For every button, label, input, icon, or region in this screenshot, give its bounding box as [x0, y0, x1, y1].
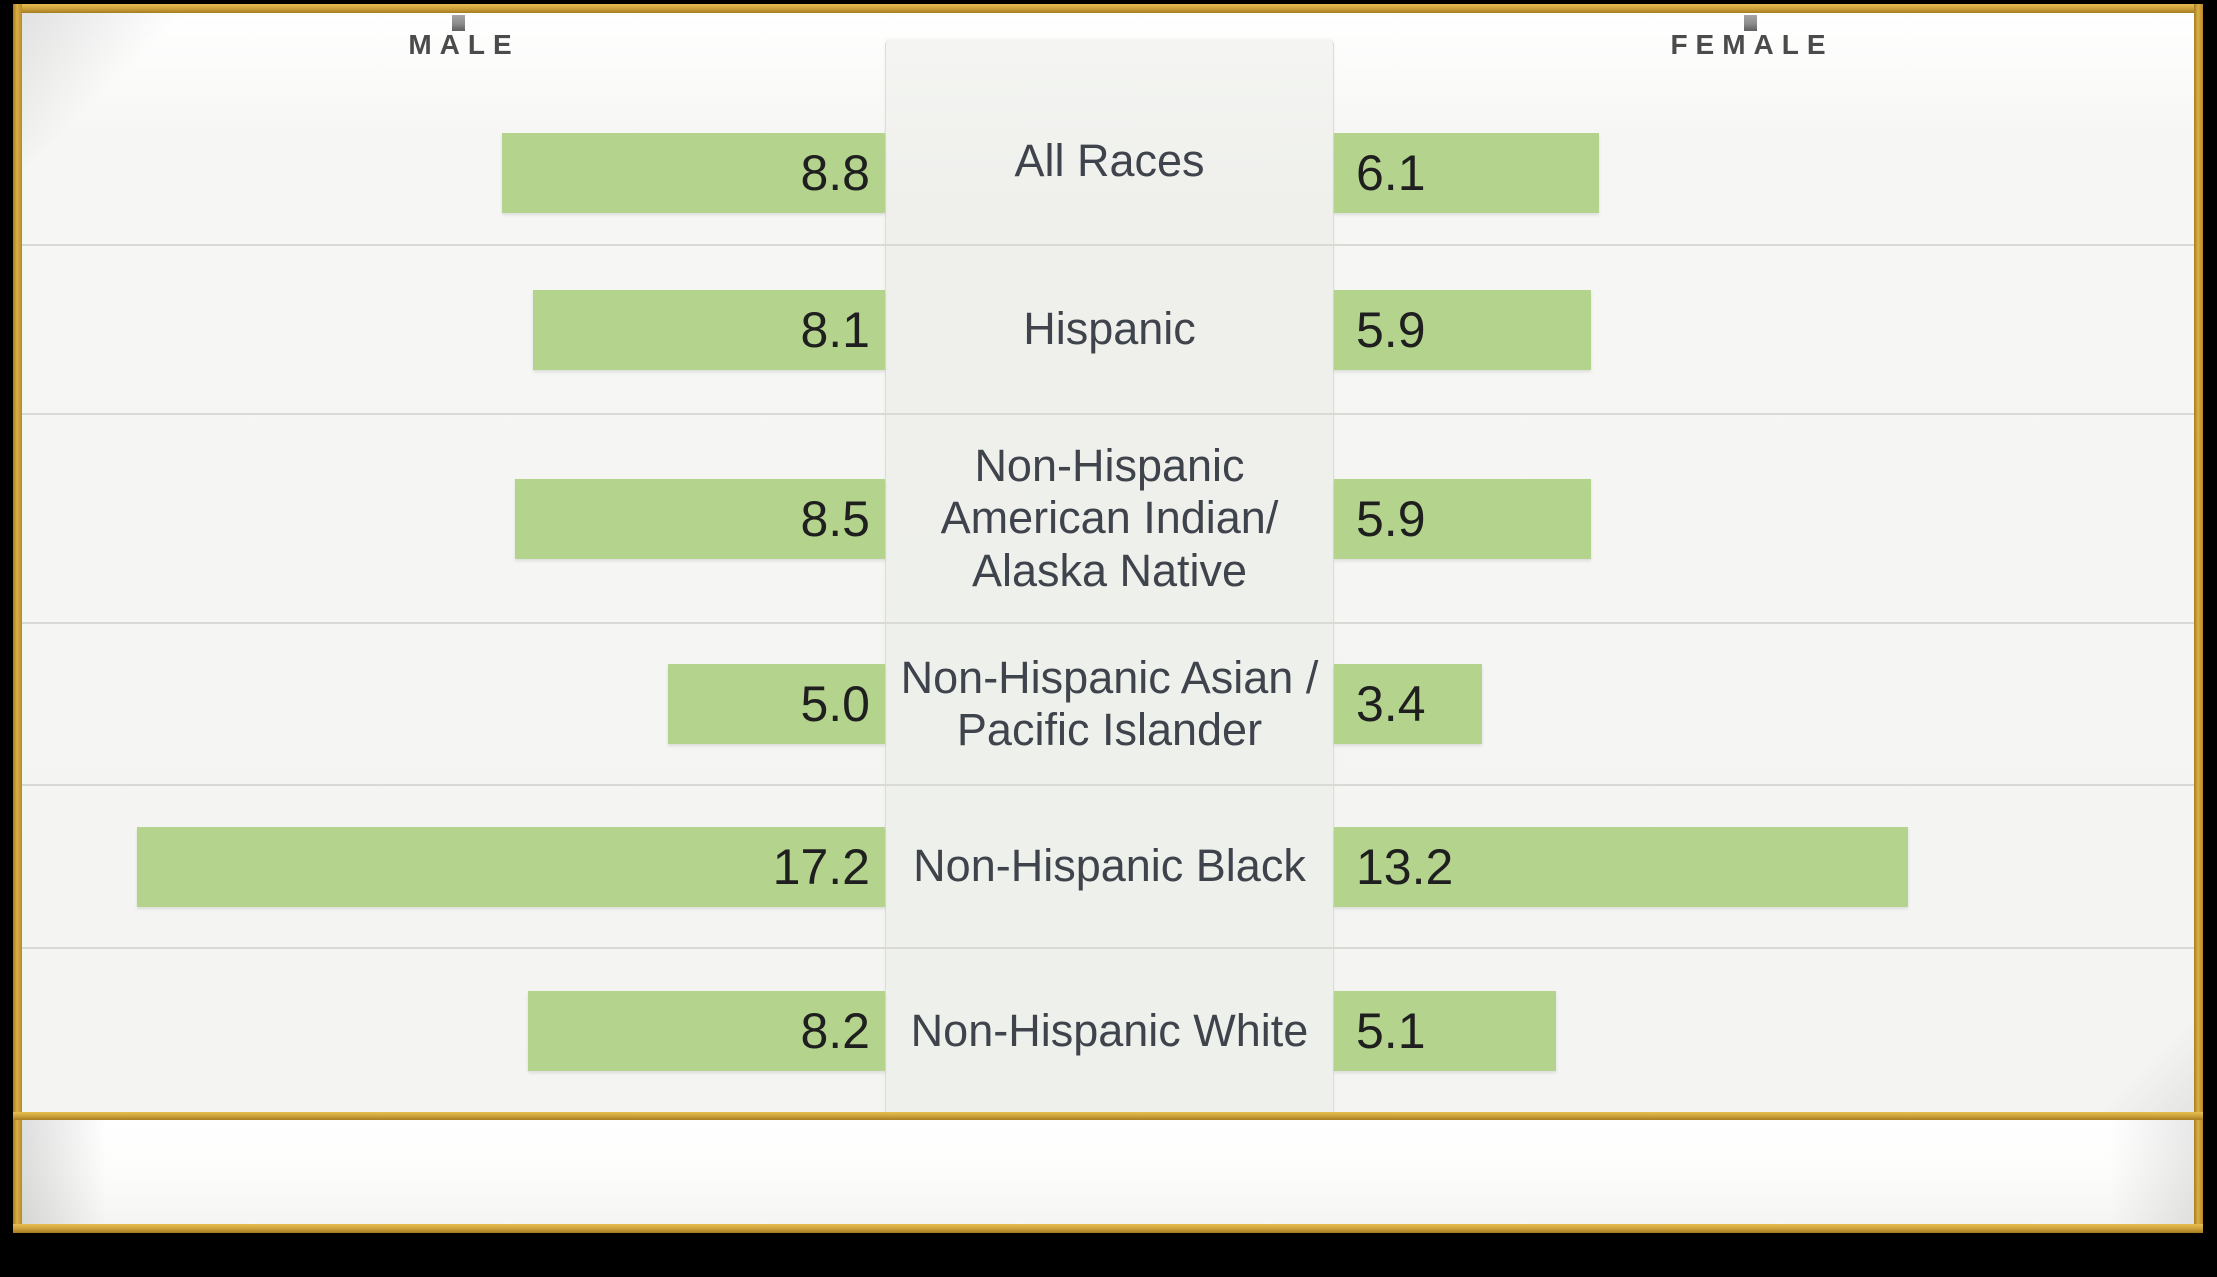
male-axis-tick-handle[interactable] [452, 15, 465, 31]
frame-left-border [13, 4, 22, 1232]
female-bar-cell: 5.9 [1334, 415, 2194, 622]
chart-row: 8.1 Hispanic 5.9 [22, 244, 2194, 413]
frame-middle-border [13, 1112, 2203, 1120]
chart-row: 5.0 Non-Hispanic Asian / Pacific Islander 3… [22, 622, 2194, 784]
female-value-label: 5.9 [1356, 301, 1426, 358]
male-bar: 8.2 [528, 991, 885, 1071]
male-value-label: 8.1 [800, 301, 870, 358]
female-bar-cell: 6.1 [1334, 78, 2194, 244]
female-value-label: 13.2 [1356, 838, 1454, 895]
female-bar-cell: 13.2 [1334, 786, 2194, 947]
male-bar: 8.1 [532, 289, 885, 370]
male-bar: 5.0 [667, 664, 885, 744]
male-bar: 8.5 [515, 478, 885, 559]
category-label: Non-Hispanic American Indian/Alaska Nativ… [940, 440, 1279, 596]
female-bar: 5.9 [1334, 478, 1591, 559]
category-label: Non-Hispanic Black [913, 840, 1306, 892]
female-bar-cell: 5.1 [1334, 949, 2194, 1112]
category-label: Hispanic [1023, 303, 1196, 355]
chart-rows: 8.8 All Races 6.1 8.1 Hispanic 5.9 8.5 Non-Hisp… [22, 78, 2194, 1112]
male-bar-cell: 8.2 [22, 949, 885, 1112]
male-bar-cell: 8.5 [22, 415, 885, 622]
category-label: Non-Hispanic White [910, 1004, 1309, 1056]
category-label: All Races [1014, 134, 1205, 186]
female-axis-tick-handle[interactable] [1744, 15, 1757, 31]
female-value-label: 5.9 [1356, 490, 1426, 547]
chart-row: 17.2 Non-Hispanic Black 13.2 [22, 784, 2194, 947]
female-bar-cell: 5.9 [1334, 246, 2194, 413]
female-bar: 5.9 [1334, 289, 1591, 370]
male-value-label: 8.5 [800, 490, 870, 547]
female-bar: 6.1 [1334, 133, 1600, 213]
female-value-label: 5.1 [1356, 1003, 1426, 1059]
male-bar: 17.2 [136, 826, 885, 907]
male-bar-cell: 5.0 [22, 624, 885, 784]
male-value-label: 17.2 [772, 838, 870, 895]
chart-row: 8.5 Non-Hispanic American Indian/Alaska Na… [22, 413, 2194, 622]
male-bar: 8.8 [502, 133, 885, 213]
chart-row: 8.8 All Races 6.1 [22, 78, 2194, 244]
female-bar: 5.1 [1334, 991, 1556, 1071]
category-label: Non-Hispanic Asian / Pacific Islander [900, 651, 1319, 755]
male-axis-label: MALE [408, 29, 520, 60]
female-value-label: 6.1 [1356, 145, 1426, 201]
female-bar: 13.2 [1334, 826, 1909, 907]
female-value-label: 3.4 [1356, 676, 1426, 732]
male-value-label: 5.0 [800, 676, 870, 732]
frame-right-border [2194, 4, 2203, 1232]
male-value-label: 8.2 [800, 1003, 870, 1059]
male-bar-cell: 8.1 [22, 246, 885, 413]
female-bar-cell: 3.4 [1334, 624, 2194, 784]
frame-top-border [13, 4, 2203, 13]
male-value-label: 8.8 [800, 145, 870, 201]
female-axis-label: FEMALE [1670, 29, 1834, 60]
frame-bottom-border [13, 1224, 2203, 1233]
female-bar: 3.4 [1334, 664, 1482, 744]
footer-strip [22, 1120, 2194, 1224]
center-category-column [885, 41, 1334, 1112]
pyramid-chart-panel: MALE FEMALE 8.8 All Races 6.1 8.1 Hispanic 5.… [22, 13, 2194, 1112]
male-bar-cell: 17.2 [22, 786, 885, 947]
chart-row: 8.2 Non-Hispanic White 5.1 [22, 947, 2194, 1112]
male-bar-cell: 8.8 [22, 78, 885, 244]
